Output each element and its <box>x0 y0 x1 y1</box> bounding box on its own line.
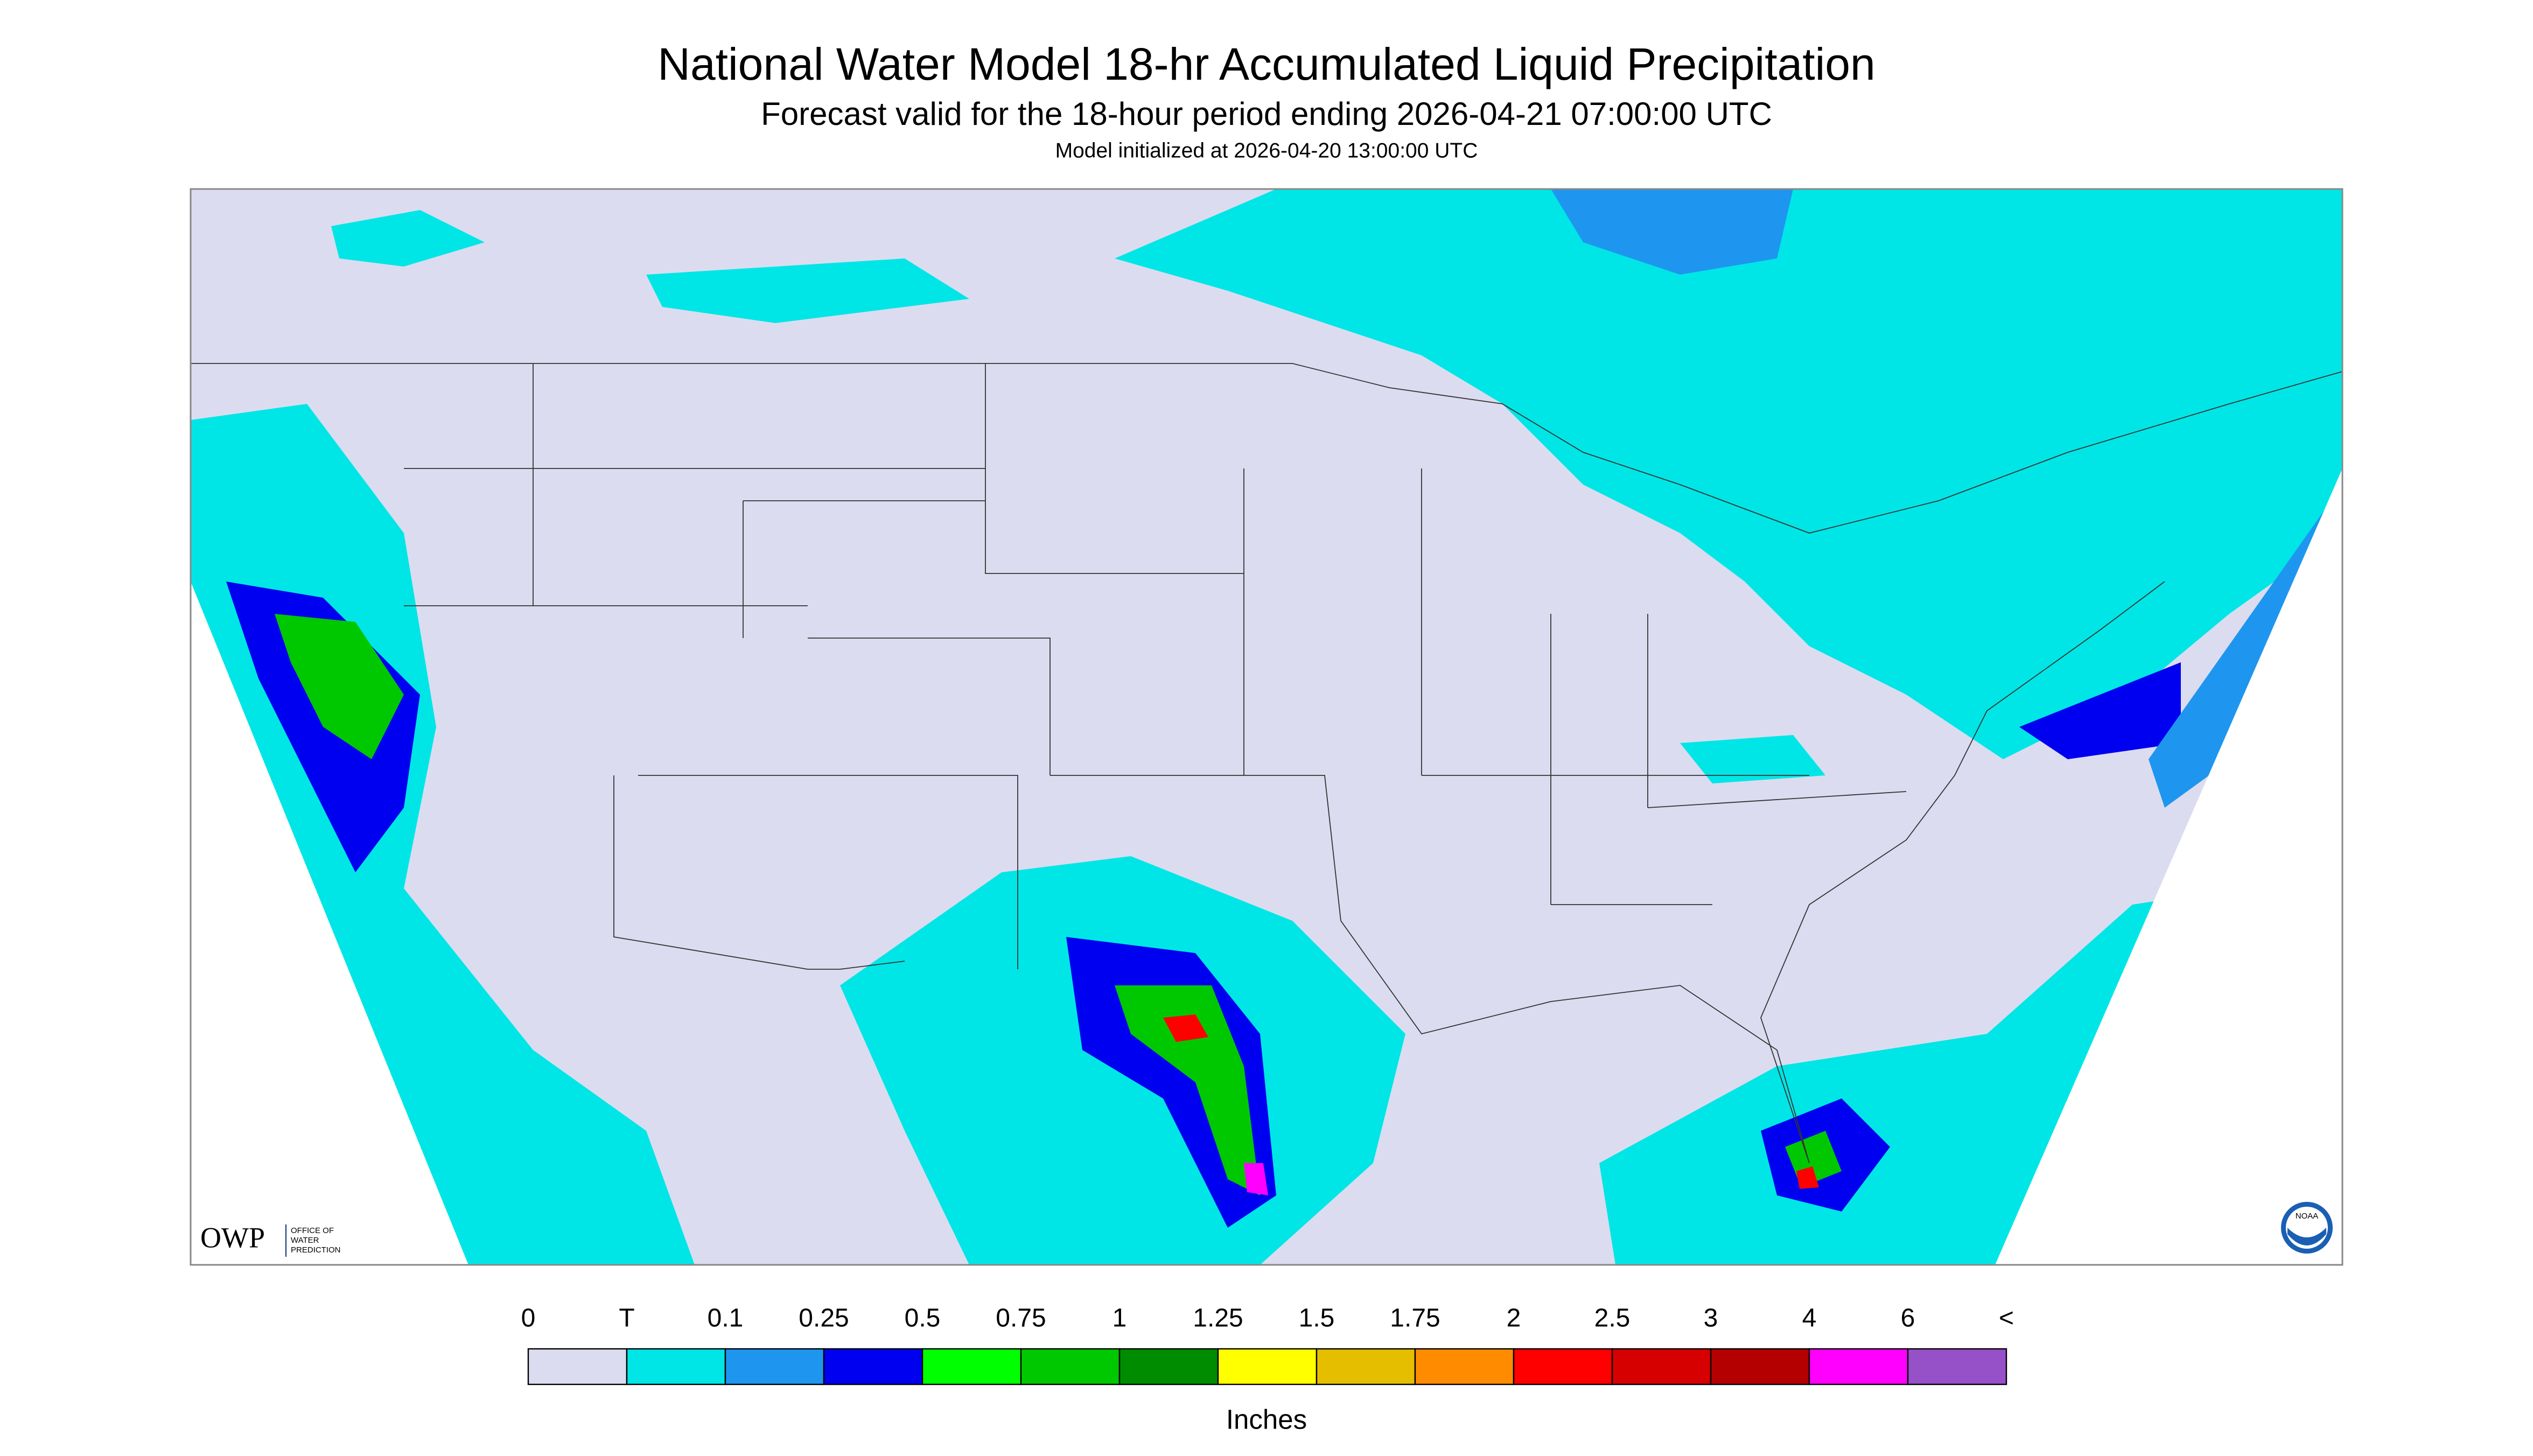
colorbar-label: 1.5 <box>1299 1304 1335 1333</box>
colorbar-label: < <box>1999 1304 2014 1333</box>
colorbar-label: T <box>619 1304 634 1333</box>
colorbar-cell <box>527 1348 628 1385</box>
owp-full: OFFICE OF <box>291 1226 334 1235</box>
map-frame <box>190 188 2343 1266</box>
colorbar-label: 1.25 <box>1193 1304 1243 1333</box>
colorbar-cell <box>1217 1348 1318 1385</box>
map: OWP OFFICE OF WATER PREDICTION NOAA <box>190 188 2343 1266</box>
colorbar: 0 T 0.1 0.25 0.5 0.75 1 1.25 1.5 1.75 2 2.5 3 4 6 < <box>521 1304 2014 1385</box>
colorbar-label: 2 <box>1507 1304 1521 1333</box>
colorbar-cell <box>724 1348 825 1385</box>
colorbar-label: 0.25 <box>799 1304 849 1333</box>
init-note: Model initialized at 2026-04-20 13:00:00… <box>1055 139 1478 162</box>
colorbar-label: 0.75 <box>996 1304 1046 1333</box>
colorbar-cell <box>1118 1348 1219 1385</box>
colorbar-cell <box>626 1348 726 1385</box>
colorbar-label: 4 <box>1802 1304 1817 1333</box>
colorbar-cell <box>823 1348 923 1385</box>
colorbar-cell <box>1808 1348 1909 1385</box>
colorbar-label: 1.75 <box>1390 1304 1440 1333</box>
colorbar-label: 1 <box>1112 1304 1127 1333</box>
boundaries <box>191 363 2343 1164</box>
colorbar-cell <box>1513 1348 1613 1385</box>
colorbar-cell <box>1611 1348 1712 1385</box>
noaa-logo: NOAA <box>2281 1202 2333 1254</box>
colorbar-cell <box>1316 1348 1416 1385</box>
owp-text: OWP <box>200 1221 265 1254</box>
title: National Water Model 18-hr Accumulated L… <box>657 39 1875 89</box>
colorbar-cell <box>1020 1348 1121 1385</box>
colorbar-label: 0.1 <box>708 1304 744 1333</box>
owp-full: WATER <box>291 1236 319 1245</box>
colorbar-label: 0.5 <box>905 1304 941 1333</box>
owp-logo: OWP OFFICE OF WATER PREDICTION <box>200 1221 341 1257</box>
colorbar-label: 0 <box>521 1304 536 1333</box>
noaa-text: NOAA <box>2296 1212 2319 1221</box>
colorbar-cell <box>1907 1348 2007 1385</box>
colorbar-label: 2.5 <box>1594 1304 1631 1333</box>
subtitle: Forecast valid for the 18-hour period en… <box>761 96 1772 132</box>
colorbar-label: 3 <box>1704 1304 1718 1333</box>
colorbar-unit: Inches <box>1226 1404 1307 1434</box>
colorbar-cell <box>1710 1348 1810 1385</box>
colorbar-label: 6 <box>1901 1304 1915 1333</box>
owp-full: PREDICTION <box>291 1245 341 1255</box>
colorbar-cell <box>1414 1348 1515 1385</box>
colorbar-cell <box>921 1348 1022 1385</box>
